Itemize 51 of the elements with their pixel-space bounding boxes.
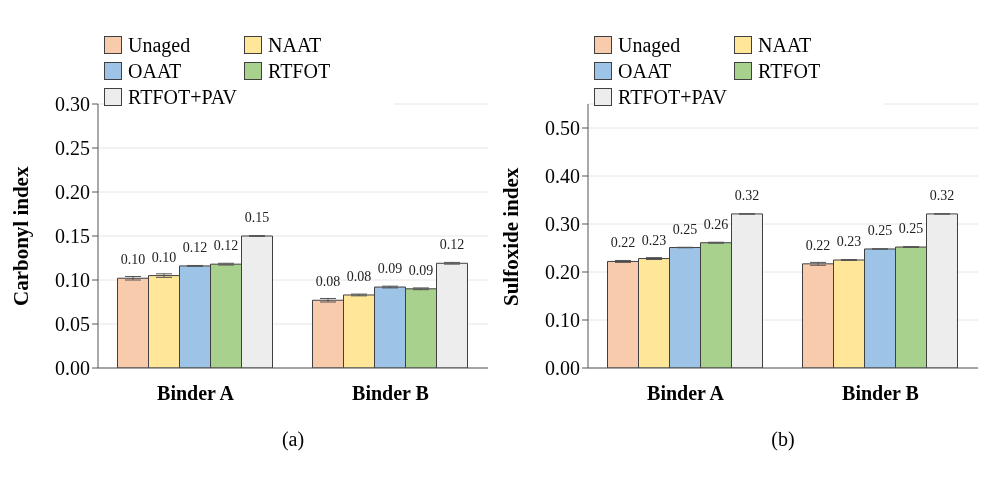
- data-label: 0.12: [182, 239, 208, 255]
- legend-label: Unaged: [128, 33, 191, 58]
- y-tick-label: 0.25: [55, 137, 90, 160]
- y-axis-title: Carbonyl index: [9, 166, 34, 306]
- data-label: 0.09: [377, 261, 403, 277]
- data-label: 0.23: [836, 234, 862, 249]
- y-tick-label: 0.05: [55, 313, 90, 336]
- text: (b): [770, 428, 796, 451]
- y-tick-label: 0.20: [55, 181, 90, 204]
- data-label: 0.12: [439, 237, 465, 253]
- y-tick-label: 0.30: [545, 213, 580, 236]
- legend-label: RTFOT+PAV: [618, 85, 728, 110]
- legend-label: Unaged: [618, 33, 681, 58]
- y-tick-label: 0.40: [545, 165, 580, 188]
- data-label: 0.22: [805, 237, 831, 253]
- data-label: 0.08: [346, 268, 372, 284]
- data-label: 0.26: [703, 216, 729, 232]
- data-label: 0.32: [734, 187, 760, 203]
- y-tick-label: 0.20: [545, 261, 580, 284]
- data-label: 0.32: [929, 187, 955, 203]
- y-tick-label: 0.00: [55, 357, 90, 380]
- data-label: 0.10: [120, 252, 146, 268]
- x-tick-label: Binder B: [842, 382, 919, 405]
- legend-label: NAAT: [268, 33, 322, 58]
- data-label: 0.10: [151, 249, 177, 265]
- legend-label: RTFOT: [268, 59, 331, 84]
- y-tick-label: 0.30: [55, 93, 90, 116]
- legend-label: OAAT: [618, 59, 672, 84]
- legend-label: RTFOT: [758, 59, 821, 84]
- data-label: 0.08: [315, 274, 341, 290]
- x-tick-label: Binder A: [157, 382, 235, 405]
- legend-label: NAAT: [758, 33, 812, 58]
- y-tick-label: 0.00: [545, 357, 580, 380]
- legend-label: RTFOT+PAV: [128, 85, 238, 110]
- data-label: 0.09: [408, 262, 434, 278]
- data-label: 0.23: [641, 232, 667, 248]
- data-label: 0.25: [898, 221, 924, 237]
- data-label: 0.12: [213, 238, 239, 254]
- data-label: 0.22: [610, 235, 636, 251]
- x-tick-label: Binder B: [352, 382, 429, 405]
- x-tick-label: Binder A: [647, 382, 725, 405]
- y-tick-label: 0.10: [55, 269, 90, 292]
- text: (a): [280, 428, 306, 451]
- y-axis-title: Sulfoxide index: [499, 167, 524, 306]
- y-tick-label: 0.15: [55, 225, 90, 248]
- data-label: 0.25: [867, 222, 893, 238]
- data-label: 0.15: [244, 210, 270, 225]
- y-tick-label: 0.50: [545, 117, 580, 140]
- legend-label: OAAT: [128, 59, 182, 84]
- y-tick-label: 0.10: [545, 309, 580, 332]
- data-label: 0.25: [672, 221, 698, 237]
